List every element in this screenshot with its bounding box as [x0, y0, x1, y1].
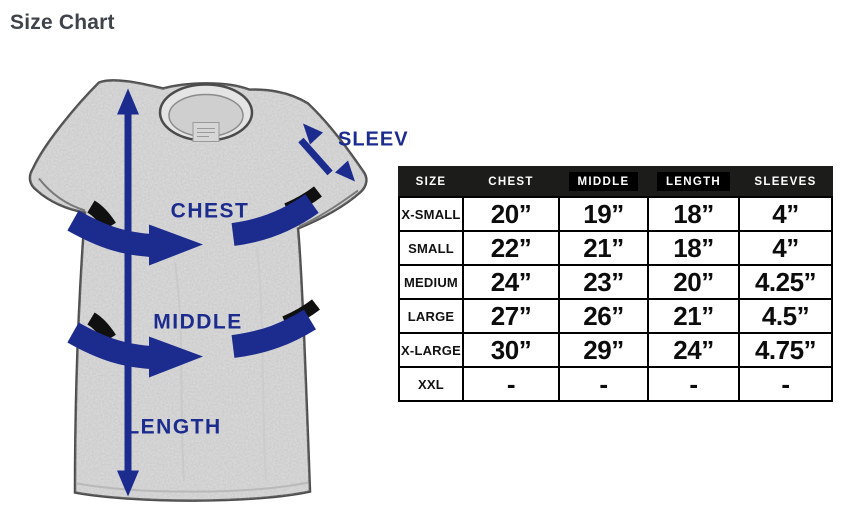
- size-value-cell: 23”: [558, 264, 649, 300]
- row-size-label: MEDIUM: [398, 264, 464, 300]
- size-value-cell: 24”: [462, 264, 560, 300]
- sleeve-arrow: [298, 123, 355, 182]
- row-size-label: XXL: [398, 366, 464, 402]
- page-title: Size Chart: [10, 11, 115, 34]
- size-value-cell: 4.25”: [738, 264, 833, 300]
- size-value-cell: 20”: [462, 196, 560, 232]
- size-table-row: X-SMALL 20” 19” 18” 4”: [398, 196, 833, 232]
- column-header-chest: CHEST: [462, 166, 560, 198]
- size-value-cell: 30”: [462, 332, 560, 368]
- tshirt-diagram-svg: CHEST MIDDLE LENGTH SLEEVE: [28, 79, 410, 502]
- size-value-cell: -: [647, 366, 740, 402]
- size-value-cell: 21”: [647, 298, 740, 334]
- chest-label: CHEST: [171, 200, 250, 223]
- column-header-chest-label: CHEST: [488, 176, 534, 188]
- row-size-label: SMALL: [398, 230, 464, 266]
- middle-label: MIDDLE: [153, 311, 243, 334]
- size-table-row: XXL - - - -: [398, 366, 833, 402]
- column-header-sleeves: SLEEVES: [738, 166, 833, 198]
- size-table-header-row: SIZE CHEST MIDDLE LENGTH SLEEVES: [398, 166, 833, 198]
- size-value-cell: 27”: [462, 298, 560, 334]
- column-header-size-label: SIZE: [415, 176, 447, 188]
- size-value-cell: 21”: [558, 230, 649, 266]
- size-table-row: MEDIUM 24” 23” 20” 4.25”: [398, 264, 833, 300]
- size-value-cell: 4”: [738, 230, 833, 266]
- tshirt-measurement-diagram: CHEST MIDDLE LENGTH SLEEVE: [25, 60, 410, 510]
- size-table-row: SMALL 22” 21” 18” 4”: [398, 230, 833, 266]
- row-size-label: X-SMALL: [398, 196, 464, 232]
- middle-band-arrow: [67, 299, 320, 378]
- size-value-cell: 4”: [738, 196, 833, 232]
- column-header-size: SIZE: [398, 166, 464, 198]
- row-size-label: X-LARGE: [398, 332, 464, 368]
- size-value-cell: 18”: [647, 196, 740, 232]
- size-value-cell: 24”: [647, 332, 740, 368]
- column-header-length-label: LENGTH: [656, 172, 731, 191]
- size-value-cell: -: [738, 366, 833, 402]
- size-value-cell: 29”: [558, 332, 649, 368]
- length-arrow: [117, 88, 139, 497]
- size-value-cell: 18”: [647, 230, 740, 266]
- length-label: LENGTH: [126, 416, 221, 439]
- column-header-length: LENGTH: [647, 166, 740, 198]
- row-size-label: LARGE: [398, 298, 464, 334]
- sleeve-label: SLEEVE: [338, 129, 410, 151]
- size-table-row: LARGE 27” 26” 21” 4.5”: [398, 298, 833, 334]
- column-header-middle: MIDDLE: [558, 166, 649, 198]
- size-value-cell: 22”: [462, 230, 560, 266]
- size-table: SIZE CHEST MIDDLE LENGTH SLEEVES X-SMALL…: [398, 166, 833, 402]
- size-value-cell: 4.5”: [738, 298, 833, 334]
- column-header-middle-label: MIDDLE: [568, 172, 639, 191]
- chest-band-arrow: [67, 186, 322, 266]
- size-value-cell: 26”: [558, 298, 649, 334]
- size-value-cell: -: [558, 366, 649, 402]
- size-value-cell: -: [462, 366, 560, 402]
- column-header-sleeves-label: SLEEVES: [754, 176, 817, 188]
- size-value-cell: 20”: [647, 264, 740, 300]
- size-value-cell: 19”: [558, 196, 649, 232]
- size-table-row: X-LARGE 30” 29” 24” 4.75”: [398, 332, 833, 368]
- size-value-cell: 4.75”: [738, 332, 833, 368]
- shirt-collar: [158, 83, 254, 142]
